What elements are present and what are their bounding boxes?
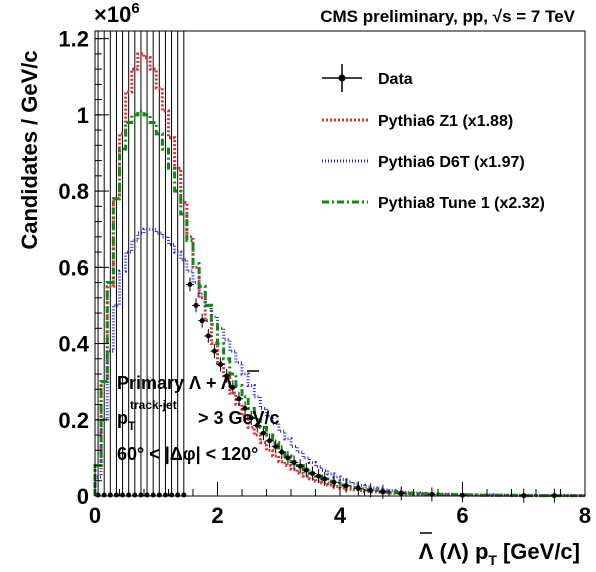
x-tick-label: 6: [456, 503, 468, 528]
data-point: [242, 405, 248, 411]
y-tick-label: 1: [77, 103, 89, 128]
data-point: [120, 492, 126, 498]
series-line-pythia8-tune1: [93, 109, 585, 498]
x-tick-label: 8: [579, 503, 591, 528]
axis-ticks-layer: 0 2 4 6 8 0 0.2 0.4 0.6 0.8 1 1.2: [58, 27, 591, 528]
legend-label-data: Data: [378, 71, 413, 88]
data-point: [368, 487, 374, 493]
legend-entry-z1: Pythia6 Z1 (x1.88): [322, 113, 513, 130]
data-point: [355, 485, 361, 491]
x-axis-label: Λ (Λ) pT [GeV/c]: [419, 539, 580, 568]
legend: Data Pythia6 Z1 (x1.88) Pythia6 D6T (x1.…: [322, 64, 545, 212]
data-point: [297, 463, 303, 469]
series-line-pythia6-z1: [93, 52, 585, 498]
annotation-pt-cut: pTtrack-jet> 3 GeV/c: [117, 398, 280, 433]
data-point: [218, 362, 224, 368]
data-point: [101, 492, 107, 498]
data-point: [205, 333, 211, 339]
y-tick-label: 0.2: [58, 408, 89, 433]
data-point: [230, 384, 236, 390]
y-multiplier: ×106: [94, 0, 140, 27]
data-point: [187, 281, 193, 287]
series-layer: [93, 52, 585, 498]
y-tick-label: 0.4: [58, 332, 89, 357]
data-point: [303, 467, 309, 473]
legend-label-d6t: Pythia6 D6T (x1.97): [378, 154, 525, 171]
data-point: [322, 476, 328, 482]
legend-entry-data: Data: [322, 64, 413, 92]
y-axis-label: Candidates / GeV/c: [17, 50, 42, 249]
chart-header: CMS preliminary, pp, √s = 7 TeV: [320, 7, 575, 26]
data-point: [248, 415, 254, 421]
data-point: [285, 455, 291, 461]
data-point: [380, 489, 386, 495]
data-point: [150, 492, 156, 498]
legend-data-marker: [338, 74, 346, 82]
data-point: [343, 483, 349, 489]
y-tick-label: 1.2: [58, 27, 89, 52]
legend-entry-py8: Pythia8 Tune 1 (x2.32): [322, 195, 545, 212]
data-point: [162, 492, 168, 498]
data-point: [199, 318, 205, 324]
data-point: [260, 430, 266, 436]
data-point: [331, 479, 337, 485]
x-tick-label: 0: [89, 503, 101, 528]
data-point: [175, 492, 181, 498]
legend-label-z1: Pythia6 Z1 (x1.88): [378, 113, 513, 130]
data-point: [181, 492, 187, 498]
data-point: [273, 443, 279, 449]
data-point: [107, 492, 113, 498]
data-points-layer: [185, 277, 559, 503]
data-point: [279, 449, 285, 455]
data-point: [267, 438, 273, 444]
data-point: [398, 490, 404, 496]
annotation-dphi-cut: 60° < |Δφ| < 120°: [117, 444, 258, 464]
legend-label-py8: Pythia8 Tune 1 (x2.32): [378, 195, 545, 212]
data-point: [224, 373, 230, 379]
x-tick-label: 2: [211, 503, 223, 528]
x-tick-label: 4: [334, 503, 347, 528]
y-tick-label: 0.6: [58, 255, 89, 280]
data-point: [144, 492, 150, 498]
data-point: [316, 473, 322, 479]
y-tick-label: 0: [77, 484, 89, 509]
data-point: [193, 302, 199, 308]
data-point: [211, 348, 217, 354]
data-point: [126, 492, 132, 498]
data-point: [113, 492, 119, 498]
data-point: [138, 492, 144, 498]
data-point: [291, 459, 297, 465]
data-point: [254, 422, 260, 428]
data-point: [309, 471, 315, 477]
data-point: [132, 492, 138, 498]
data-point: [156, 492, 162, 498]
y-tick-label: 0.8: [58, 179, 89, 204]
legend-entry-d6t: Pythia6 D6T (x1.97): [322, 154, 525, 171]
annotation-primary: Primary Λ + Λ: [117, 373, 233, 393]
vertical-line-layer: [95, 31, 187, 498]
data-point: [236, 396, 242, 402]
data-point: [169, 492, 175, 498]
